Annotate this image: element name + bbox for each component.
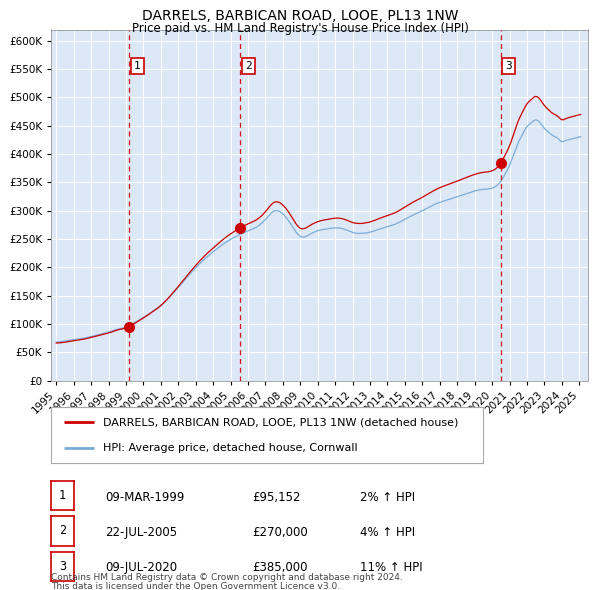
Text: HPI: Average price, detached house, Cornwall: HPI: Average price, detached house, Corn…: [103, 443, 358, 453]
Text: 1: 1: [59, 489, 66, 502]
Text: This data is licensed under the Open Government Licence v3.0.: This data is licensed under the Open Gov…: [51, 582, 340, 590]
Text: 2: 2: [59, 525, 66, 537]
Text: £270,000: £270,000: [252, 526, 308, 539]
Text: Contains HM Land Registry data © Crown copyright and database right 2024.: Contains HM Land Registry data © Crown c…: [51, 573, 403, 582]
Text: 1: 1: [134, 61, 140, 71]
Text: 2: 2: [245, 61, 251, 71]
Text: DARRELS, BARBICAN ROAD, LOOE, PL13 1NW (detached house): DARRELS, BARBICAN ROAD, LOOE, PL13 1NW (…: [103, 417, 458, 427]
Text: 3: 3: [59, 560, 66, 573]
Text: Price paid vs. HM Land Registry's House Price Index (HPI): Price paid vs. HM Land Registry's House …: [131, 22, 469, 35]
Text: 22-JUL-2005: 22-JUL-2005: [105, 526, 177, 539]
Text: DARRELS, BARBICAN ROAD, LOOE, PL13 1NW: DARRELS, BARBICAN ROAD, LOOE, PL13 1NW: [142, 9, 458, 23]
Text: £95,152: £95,152: [252, 490, 301, 504]
Text: £385,000: £385,000: [252, 561, 308, 575]
Text: 09-JUL-2020: 09-JUL-2020: [105, 561, 177, 575]
Text: 09-MAR-1999: 09-MAR-1999: [105, 490, 184, 504]
Text: 4% ↑ HPI: 4% ↑ HPI: [360, 526, 415, 539]
Text: 2% ↑ HPI: 2% ↑ HPI: [360, 490, 415, 504]
Text: 3: 3: [506, 61, 512, 71]
Text: 11% ↑ HPI: 11% ↑ HPI: [360, 561, 422, 575]
